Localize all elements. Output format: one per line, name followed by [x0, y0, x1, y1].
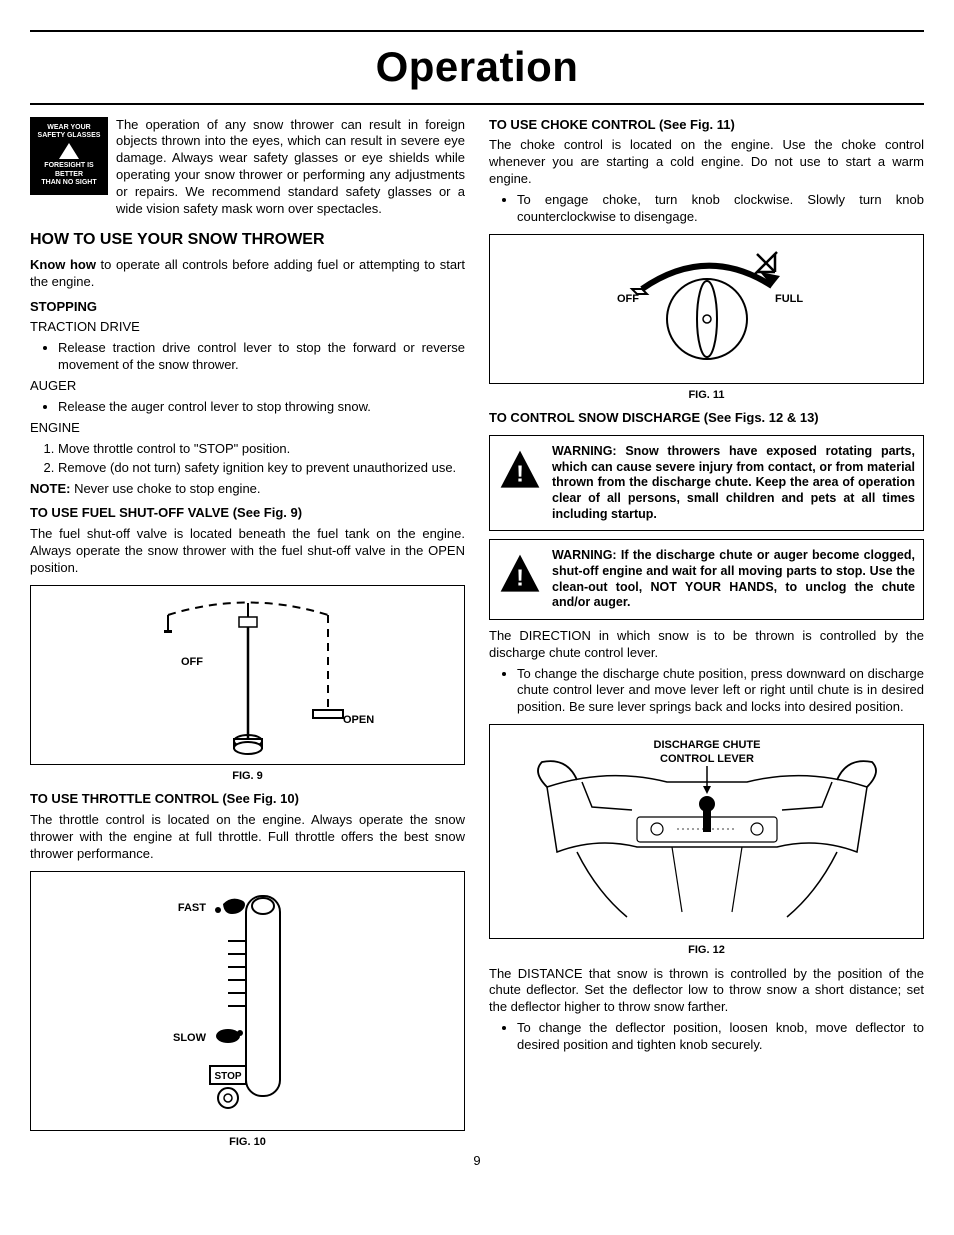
- note-paragraph: NOTE: Never use choke to stop engine.: [30, 481, 465, 498]
- direction-item: To change the discharge chute position, …: [517, 666, 924, 717]
- choke-paragraph: The choke control is located on the engi…: [489, 137, 924, 188]
- figure-9-svg: OFF OPEN: [98, 595, 398, 755]
- distance-item: To change the deflector position, loosen…: [517, 1020, 924, 1054]
- figure-9-box: OFF OPEN: [30, 585, 465, 765]
- distance-paragraph: The DISTANCE that snow is thrown is cont…: [489, 966, 924, 1017]
- heading-throttle: TO USE THROTTLE CONTROL (See Fig. 10): [30, 791, 465, 808]
- warning-triangle-icon-1: !: [498, 448, 542, 492]
- traction-list: Release traction drive control lever to …: [30, 340, 465, 374]
- knowhow-paragraph: Know how to operate all controls before …: [30, 257, 465, 291]
- top-rule: [30, 30, 924, 32]
- figure-10-svg: FAST SLOW STOP: [148, 886, 348, 1116]
- fuel-paragraph: The fuel shut-off valve is located benea…: [30, 526, 465, 577]
- figure-12-caption: FIG. 12: [489, 943, 924, 957]
- svg-text:CONTROL LEVER: CONTROL LEVER: [660, 753, 754, 765]
- svg-text:SLOW: SLOW: [173, 1032, 207, 1044]
- figure-11-svg: OFF FULL: [577, 244, 837, 374]
- engine-item-2: Remove (do not turn) safety ignition key…: [58, 460, 465, 477]
- heading-fuel-valve: TO USE FUEL SHUT-OFF VALVE (See Fig. 9): [30, 505, 465, 522]
- safety-glasses-badge: WEAR YOUR SAFETY GLASSES FORESIGHT IS BE…: [30, 117, 108, 195]
- badge-line1: WEAR YOUR: [47, 124, 90, 132]
- svg-text:OPEN: OPEN: [343, 714, 374, 726]
- title-rule: [30, 103, 924, 105]
- right-column: TO USE CHOKE CONTROL (See Fig. 11) The c…: [489, 117, 924, 1150]
- page-title: Operation: [30, 40, 924, 95]
- heading-stopping: STOPPING: [30, 299, 465, 316]
- engine-item-1: Move throttle control to "STOP" position…: [58, 441, 465, 458]
- throttle-paragraph: The throttle control is located on the e…: [30, 812, 465, 863]
- heading-choke: TO USE CHOKE CONTROL (See Fig. 11): [489, 117, 924, 134]
- warning-text-1: WARNING: Snow throwers have exposed rota…: [552, 444, 915, 522]
- subheading-auger: AUGER: [30, 378, 465, 395]
- svg-text:!: !: [516, 461, 524, 487]
- knowhow-bold: Know how: [30, 257, 96, 272]
- figure-9-caption: FIG. 9: [30, 769, 465, 783]
- badge-line3: FORESIGHT IS BETTER: [34, 162, 104, 179]
- safety-block: WEAR YOUR SAFETY GLASSES FORESIGHT IS BE…: [30, 117, 465, 218]
- figure-12-svg: DISCHARGE CHUTE CONTROL LEVER: [517, 732, 897, 932]
- warning-box-2: ! WARNING: If the discharge chute or aug…: [489, 539, 924, 620]
- knowhow-rest: to operate all controls before adding fu…: [30, 257, 465, 289]
- direction-paragraph: The DIRECTION in which snow is to be thr…: [489, 628, 924, 662]
- figure-11-caption: FIG. 11: [489, 388, 924, 402]
- auger-list: Release the auger control lever to stop …: [30, 399, 465, 416]
- distance-list: To change the deflector position, loosen…: [489, 1020, 924, 1054]
- figure-10-caption: FIG. 10: [30, 1135, 465, 1149]
- svg-text:STOP: STOP: [214, 1071, 241, 1082]
- svg-text:FAST: FAST: [177, 902, 205, 914]
- subheading-engine: ENGINE: [30, 420, 465, 437]
- figure-12-box: DISCHARGE CHUTE CONTROL LEVER: [489, 724, 924, 939]
- page-number: 9: [30, 1153, 924, 1170]
- badge-line2: SAFETY GLASSES: [38, 132, 101, 140]
- svg-text:OFF: OFF: [181, 656, 203, 668]
- warning-triangle-icon: [59, 143, 79, 159]
- svg-text:FULL: FULL: [775, 293, 803, 305]
- direction-list: To change the discharge chute position, …: [489, 666, 924, 717]
- content-columns: WEAR YOUR SAFETY GLASSES FORESIGHT IS BE…: [30, 117, 924, 1150]
- badge-line4: THAN NO SIGHT: [41, 179, 96, 187]
- engine-list: Move throttle control to "STOP" position…: [30, 441, 465, 477]
- svg-text:!: !: [516, 565, 524, 591]
- heading-how-to-use: HOW TO USE YOUR SNOW THROWER: [30, 230, 465, 251]
- auger-item: Release the auger control lever to stop …: [58, 399, 465, 416]
- traction-item: Release traction drive control lever to …: [58, 340, 465, 374]
- figure-10-box: FAST SLOW STOP: [30, 871, 465, 1131]
- svg-text:OFF: OFF: [617, 293, 639, 305]
- heading-discharge: TO CONTROL SNOW DISCHARGE (See Figs. 12 …: [489, 410, 924, 427]
- warning-text-2: WARNING: If the discharge chute or auger…: [552, 548, 915, 611]
- warning-box-1: ! WARNING: Snow throwers have exposed ro…: [489, 435, 924, 531]
- svg-text:DISCHARGE CHUTE: DISCHARGE CHUTE: [653, 739, 760, 751]
- note-rest: Never use choke to stop engine.: [70, 481, 260, 496]
- safety-paragraph: The operation of any snow thrower can re…: [116, 117, 465, 218]
- figure-11-box: OFF FULL: [489, 234, 924, 384]
- subheading-traction: TRACTION DRIVE: [30, 319, 465, 336]
- left-column: WEAR YOUR SAFETY GLASSES FORESIGHT IS BE…: [30, 117, 465, 1150]
- choke-item: To engage choke, turn knob clockwise. Sl…: [517, 192, 924, 226]
- choke-list: To engage choke, turn knob clockwise. Sl…: [489, 192, 924, 226]
- warning-triangle-icon-2: !: [498, 552, 542, 596]
- note-bold: NOTE:: [30, 481, 70, 496]
